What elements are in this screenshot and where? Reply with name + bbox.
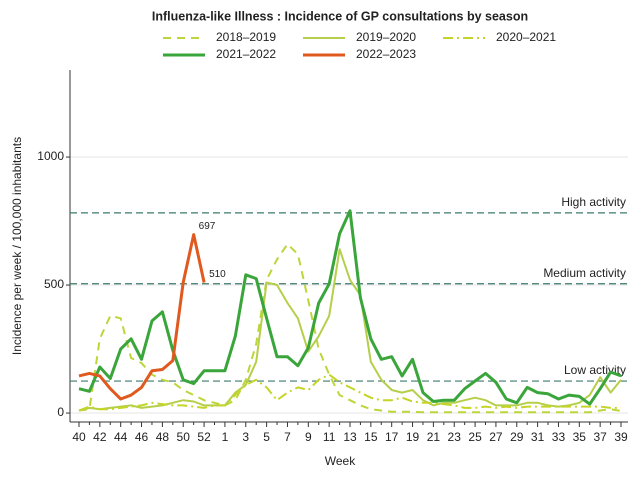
x-tick-label: 29 [510, 430, 524, 444]
x-axis-label: Week [325, 454, 356, 468]
x-tick-label: 31 [531, 430, 545, 444]
y-tick-label: 500 [44, 277, 64, 291]
data-label: 697 [199, 221, 216, 232]
x-tick-label: 35 [573, 430, 587, 444]
x-tick-label: 48 [156, 430, 170, 444]
series-line [78, 209, 622, 406]
x-tick-label: 5 [263, 430, 270, 444]
x-tick-label: 21 [427, 430, 441, 444]
reference-label: Medium activity [543, 266, 626, 280]
x-tick-label: 50 [177, 430, 191, 444]
y-tick-label: 1000 [37, 149, 64, 163]
x-tick-label: 9 [305, 430, 312, 444]
y-axis-label: Incidence per week / 100,000 inhabitants [10, 137, 24, 355]
x-tick-label: 7 [284, 430, 291, 444]
series-line [78, 373, 621, 412]
x-tick-label: 37 [593, 430, 607, 444]
chart-title: Influenza-like Illness : Incidence of GP… [152, 9, 528, 23]
legend-label: 2018–2019 [216, 30, 276, 44]
x-tick-label: 46 [135, 430, 149, 444]
legend-label: 2022–2023 [356, 47, 416, 61]
x-tick-label: 52 [197, 430, 211, 444]
x-tick-label: 40 [72, 430, 86, 444]
x-tick-label: 39 [614, 430, 628, 444]
x-tick-label: 33 [552, 430, 566, 444]
legend-label: 2021–2022 [216, 47, 276, 61]
x-tick-label: 3 [242, 430, 249, 444]
data-label: 510 [209, 269, 226, 280]
x-tick-label: 17 [385, 430, 399, 444]
reference-label: High activity [561, 195, 626, 209]
series-line [78, 233, 206, 401]
x-tick-label: 27 [489, 430, 503, 444]
series-line [78, 243, 622, 414]
x-tick-label: 25 [468, 430, 482, 444]
x-tick-label: 19 [406, 430, 420, 444]
legend-label: 2019–2020 [356, 30, 416, 44]
x-tick-label: 11 [323, 430, 336, 444]
series-line [78, 248, 622, 412]
x-tick-label: 23 [448, 430, 462, 444]
x-tick-label: 13 [343, 430, 357, 444]
x-tick-label: 42 [93, 430, 107, 444]
x-tick-label: 44 [114, 430, 128, 444]
y-tick-label: 0 [57, 405, 64, 419]
x-tick-label: 15 [364, 430, 378, 444]
legend-label: 2020–2021 [496, 30, 556, 44]
x-tick-label: 1 [222, 430, 229, 444]
